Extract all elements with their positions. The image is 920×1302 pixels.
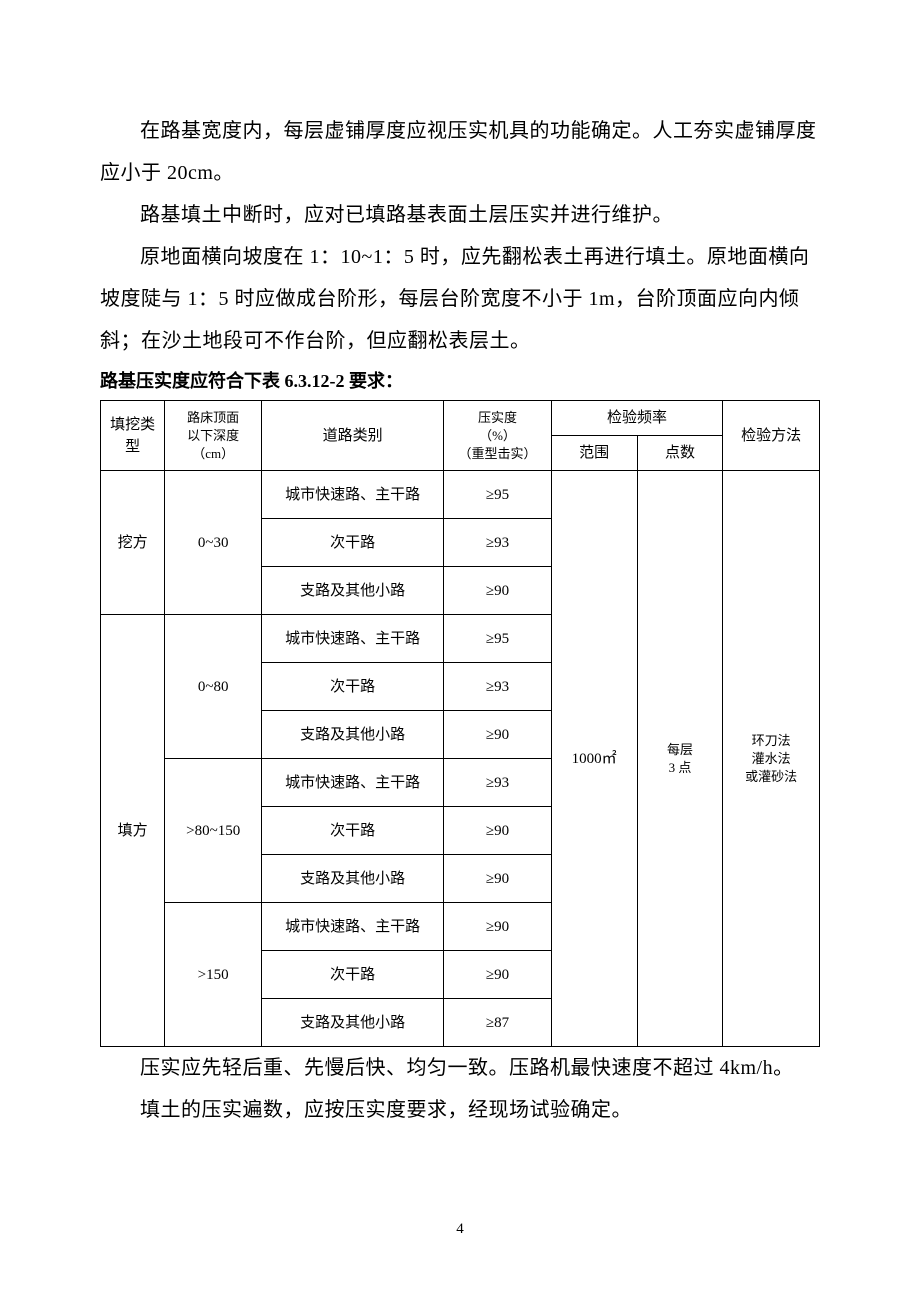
cell-road: 城市快速路、主干路 [261,615,443,663]
paragraph-2: 路基填土中断时，应对已填路基表面土层压实并进行维护。 [100,194,820,236]
points-l2: 3 点 [640,759,721,777]
page-number: 4 [100,1221,820,1238]
cell-val: ≥90 [444,711,551,759]
th-comp-l2: （%） [446,427,548,445]
th-road-cat: 道路类别 [261,401,443,471]
cell-points: 每层 3 点 [637,471,723,1047]
th-comp-l3: （重型击实） [446,445,548,463]
cell-depth-d2: 0~80 [165,615,262,759]
th-depth: 路床顶面 以下深度 （cm） [165,401,262,471]
cell-val: ≥93 [444,663,551,711]
cell-road: 支路及其他小路 [261,855,443,903]
cell-val: ≥93 [444,759,551,807]
th-depth-l2: 以下深度 [167,427,259,445]
th-points: 点数 [637,436,723,471]
th-range: 范围 [551,436,637,471]
cell-depth-d3: >80~150 [165,759,262,903]
cell-road: 次干路 [261,951,443,999]
cell-val: ≥90 [444,807,551,855]
th-comp-l1: 压实度 [446,409,548,427]
cell-depth-d1: 0~30 [165,471,262,615]
method-l2: 灌水法 [725,750,817,768]
th-depth-l3: （cm） [167,445,259,463]
compaction-table: 填挖类型 路床顶面 以下深度 （cm） 道路类别 压实度 （%） （重型击实） … [100,400,820,1047]
cell-road: 支路及其他小路 [261,567,443,615]
cell-val: ≥95 [444,471,551,519]
cell-val: ≥90 [444,855,551,903]
method-l3: 或灌砂法 [725,768,817,786]
cell-road: 城市快速路、主干路 [261,471,443,519]
paragraph-3: 原地面横向坡度在 1：10~1：5 时，应先翻松表土再进行填土。原地面横向坡度陡… [100,236,820,362]
cell-method: 环刀法 灌水法 或灌砂法 [723,471,820,1047]
method-l1: 环刀法 [725,732,817,750]
cell-val: ≥90 [444,951,551,999]
cell-val: ≥90 [444,567,551,615]
th-depth-l1: 路床顶面 [167,409,259,427]
cell-road: 城市快速路、主干路 [261,759,443,807]
cell-val: ≥93 [444,519,551,567]
cell-depth-d4: >150 [165,903,262,1047]
cell-val: ≥95 [444,615,551,663]
cell-road: 城市快速路、主干路 [261,903,443,951]
cell-road: 次干路 [261,663,443,711]
cell-road: 支路及其他小路 [261,711,443,759]
cell-val: ≥90 [444,903,551,951]
cell-type-cut: 挖方 [101,471,165,615]
cell-type-fill: 填方 [101,615,165,1047]
paragraph-5: 填土的压实遍数，应按压实度要求，经现场试验确定。 [100,1089,820,1131]
cell-range: 1000㎡ [551,471,637,1047]
cell-road: 次干路 [261,519,443,567]
table-row: 挖方 0~30 城市快速路、主干路 ≥95 1000㎡ 每层 3 点 环刀法 灌… [101,471,820,519]
cell-road: 次干路 [261,807,443,855]
points-l1: 每层 [640,741,721,759]
th-method: 检验方法 [723,401,820,471]
table-header-row-1: 填挖类型 路床顶面 以下深度 （cm） 道路类别 压实度 （%） （重型击实） … [101,401,820,436]
cell-road: 支路及其他小路 [261,999,443,1047]
th-freq: 检验频率 [551,401,723,436]
th-compaction: 压实度 （%） （重型击实） [444,401,551,471]
cell-val: ≥87 [444,999,551,1047]
th-fill-type: 填挖类型 [101,401,165,471]
paragraph-4: 压实应先轻后重、先慢后快、均匀一致。压路机最快速度不超过 4km/h。 [100,1047,820,1089]
paragraph-1: 在路基宽度内，每层虚铺厚度应视压实机具的功能确定。人工夯实虚铺厚度应小于 20c… [100,110,820,194]
table-caption: 路基压实度应符合下表 6.3.12-2 要求： [100,366,820,396]
